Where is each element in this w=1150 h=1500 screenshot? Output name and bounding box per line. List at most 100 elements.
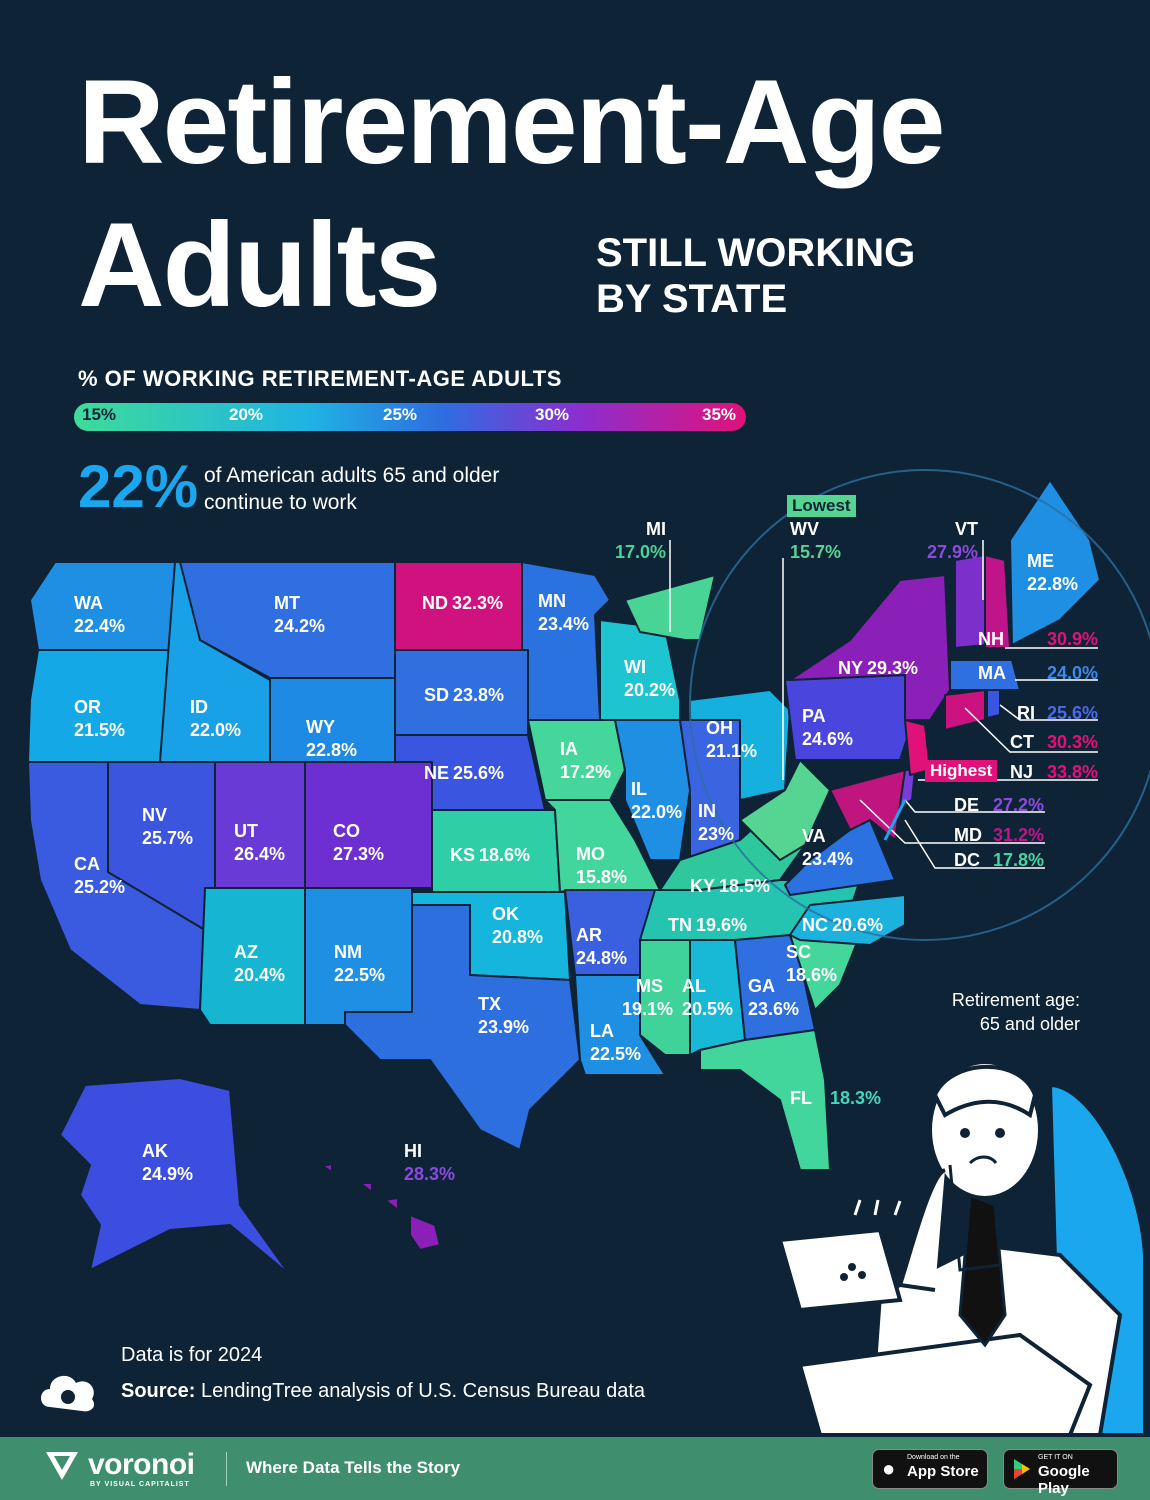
state-abbr: KY [690, 876, 716, 896]
footer-tagline: Where Data Tells the Story [246, 1458, 461, 1477]
state-label-wa: WA 22.4% [74, 592, 125, 638]
state-label-ks: KS 18.6% [450, 844, 530, 867]
state-abbr: CT [1010, 732, 1034, 752]
leader-line-ri [999, 704, 1098, 721]
state-value: 23.4% [802, 849, 854, 869]
state-abbr: AR [576, 925, 602, 945]
state-value: 26.4% [234, 844, 286, 864]
state-label-la: LA 22.5% [590, 1020, 641, 1066]
map-state-md [829, 769, 906, 841]
map-state-me [1009, 479, 1101, 646]
state-abbr: MS [636, 976, 663, 996]
state-abbr: MI [646, 519, 666, 539]
google-play-button[interactable]: GET IT ON Google Play [1003, 1449, 1118, 1497]
state-label-sd: SD 23.8% [424, 684, 504, 707]
state-label-va: VA 23.4% [802, 825, 853, 871]
google-play-label: Google Play [1038, 1463, 1090, 1497]
state-value: 17.2% [560, 762, 612, 782]
leader-line-de [904, 799, 1045, 813]
state-value: 21.1% [706, 741, 758, 761]
state-label-nh: NH 30.9% [978, 628, 1098, 651]
state-abbr: GA [748, 976, 775, 996]
state-value: 23.4% [538, 614, 590, 634]
state-value: 22.0% [631, 802, 683, 822]
map-state-az [199, 887, 306, 1026]
state-value: 22.8% [1027, 574, 1079, 594]
state-value: 22.8% [306, 740, 358, 760]
map-state-fl [699, 1029, 831, 1171]
state-abbr: PA [802, 706, 826, 726]
state-abbr: MA [978, 663, 1006, 683]
state-label-wy: WY 22.8% [306, 716, 357, 762]
state-abbr: HI [404, 1141, 422, 1161]
state-label-nc: NC 20.6% [802, 914, 883, 937]
annotation-line-1: Retirement age: [951, 990, 1080, 1010]
retirement-age-annotation: Retirement age: 65 and older [930, 988, 1080, 1036]
state-abbr: MD [954, 825, 982, 845]
state-label-in: IN 23% [698, 800, 734, 846]
state-abbr: NJ [1010, 762, 1034, 782]
state-abbr: DE [954, 795, 980, 815]
state-abbr: AK [142, 1141, 168, 1161]
page-subtitle: STILL WORKING BY STATE [596, 230, 915, 322]
brand-name[interactable]: voronoi [88, 1448, 195, 1481]
state-label-wv: WV 15.7% [790, 518, 841, 564]
state-abbr: MT [274, 593, 300, 613]
state-value: 18.6% [786, 965, 838, 985]
state-value: 15.7% [790, 542, 842, 562]
state-value: 24.9% [142, 1164, 194, 1184]
state-abbr: NM [334, 942, 362, 962]
state-label-nd: ND 32.3% [422, 592, 503, 615]
state-label-oh: OH 21.1% [706, 717, 757, 763]
state-value: 22.5% [590, 1044, 642, 1064]
app-store-button[interactable]: ● Download on the App Store [872, 1449, 988, 1489]
state-value: 30.3% [1046, 732, 1098, 752]
state-label-mi: MI 17.0% [614, 518, 666, 564]
state-label-al: AL 20.5% [682, 975, 733, 1021]
state-value: 18.3% [830, 1088, 882, 1108]
leader-line-md [859, 799, 1045, 844]
state-value: 25.6% [1046, 703, 1098, 723]
state-label-co: CO 27.3% [333, 820, 384, 866]
state-abbr: TX [478, 994, 502, 1014]
state-label-ct: CT 30.3% [1010, 731, 1098, 754]
state-abbr: AL [682, 976, 706, 996]
state-label-ms: MS 19.1% [622, 975, 673, 1021]
state-value: 18.5% [719, 876, 771, 896]
state-label-ny: NY 29.3% [838, 657, 918, 680]
state-value: 23.8% [453, 685, 505, 705]
app-store-label: App Store [907, 1463, 979, 1480]
state-abbr: NH [978, 629, 1004, 649]
state-abbr: VT [954, 519, 978, 539]
state-value: 27.2% [992, 795, 1044, 815]
state-label-md: MD 31.2% [954, 824, 1044, 847]
source-label: Source: [121, 1380, 196, 1402]
state-value: 21.5% [74, 720, 126, 740]
state-label-fl: FL 18.3% [790, 1087, 881, 1110]
state-label-de: DE 27.2% [954, 794, 1044, 817]
state-label-mt: MT 24.2% [274, 592, 325, 638]
headline-stat-value: 22% [78, 453, 199, 520]
state-label-ak: AK 24.9% [142, 1140, 193, 1186]
footer-divider [226, 1452, 227, 1486]
state-value: 24.6% [802, 729, 854, 749]
state-value: 30.9% [1046, 629, 1098, 649]
state-value: 20.8% [492, 927, 544, 947]
highest-tag: Highest [925, 760, 998, 782]
app-store-small-text: Download on the [907, 1454, 960, 1461]
map-state-oh [689, 689, 791, 801]
data-year-note: Data is for 2024 [121, 1344, 263, 1366]
state-abbr: AZ [234, 942, 258, 962]
map-state-mn [521, 561, 611, 721]
map-state-nc [789, 894, 906, 946]
state-abbr: LA [590, 1021, 614, 1041]
state-value: 24.8% [576, 948, 628, 968]
state-abbr: OR [74, 697, 101, 717]
state-label-az: AZ 20.4% [234, 941, 285, 987]
subtitle-line-2: BY STATE [596, 277, 788, 321]
legend-tick: 15% [82, 405, 117, 424]
subtitle-line-1: STILL WORKING [596, 231, 916, 275]
state-abbr: IA [560, 739, 578, 759]
legend-tick: 25% [383, 405, 418, 424]
